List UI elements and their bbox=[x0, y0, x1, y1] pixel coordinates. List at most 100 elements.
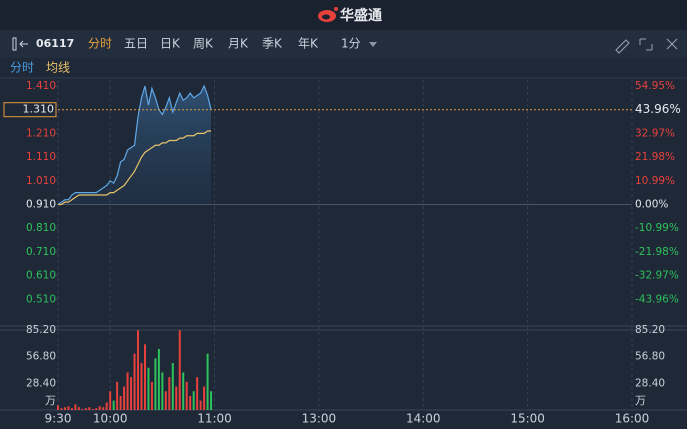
y2-tick-label: 21.98% bbox=[635, 151, 675, 163]
y2-tick-label: -43.96% bbox=[635, 293, 679, 305]
last-price-box bbox=[3, 102, 57, 118]
header-bar bbox=[0, 0, 687, 30]
period-tab[interactable]: 年K bbox=[298, 37, 319, 51]
volume-bar bbox=[95, 408, 98, 410]
y-tick-label: 0.810 bbox=[26, 222, 56, 234]
period-tab[interactable]: 五日 bbox=[124, 37, 148, 51]
volume-bar bbox=[175, 386, 178, 410]
legend-entry[interactable]: 分时 bbox=[10, 61, 34, 75]
tool-icons[interactable] bbox=[615, 38, 678, 54]
volume-tick-label: 56.80 bbox=[26, 351, 56, 363]
series-line bbox=[58, 130, 212, 206]
x-tick-label: 10:00 bbox=[93, 412, 128, 426]
volume-bar bbox=[84, 408, 87, 410]
y-tick-label: 0.710 bbox=[26, 246, 56, 258]
last-price-label: 1.310 bbox=[23, 103, 55, 116]
volume-tick-label: 28.40 bbox=[26, 377, 56, 389]
volume-bar bbox=[206, 353, 209, 410]
last-change-label: 43.96% bbox=[635, 102, 681, 116]
volume-bar bbox=[123, 386, 126, 410]
x-tick-label: 14:00 bbox=[406, 412, 441, 426]
y-tick-label: 1.010 bbox=[26, 175, 56, 187]
period-tab[interactable]: 分时 bbox=[88, 37, 112, 51]
period-tab[interactable]: 季K bbox=[262, 37, 283, 51]
volume-bar bbox=[137, 330, 140, 410]
volume-bar bbox=[143, 344, 146, 410]
y2-tick-label: 10.99% bbox=[635, 175, 675, 187]
price-area bbox=[58, 86, 212, 205]
interval-select[interactable]: 1分 bbox=[341, 37, 361, 51]
volume-unit: 万 bbox=[635, 394, 646, 407]
volume-bar bbox=[185, 381, 188, 410]
volume-bar bbox=[192, 391, 195, 410]
header-title: 华盛通 bbox=[340, 7, 382, 24]
volume-bar bbox=[210, 391, 213, 410]
volume-bar bbox=[88, 407, 91, 410]
volume-bar bbox=[154, 358, 157, 410]
volume-tick-label: 85.20 bbox=[26, 324, 56, 336]
volume-bar bbox=[81, 409, 84, 410]
x-tick-label: 9:30 bbox=[45, 412, 72, 426]
y2-tick-label: 32.97% bbox=[635, 127, 675, 139]
logo bbox=[318, 7, 338, 22]
x-tick-label: 15:00 bbox=[510, 412, 545, 426]
volume-bar bbox=[196, 377, 199, 410]
volume-bar bbox=[67, 406, 70, 410]
period-tab[interactable]: 周K bbox=[193, 37, 214, 51]
volume-bar bbox=[133, 353, 136, 410]
volume-bar bbox=[189, 395, 192, 410]
x-tick-label: 16:00 bbox=[615, 412, 650, 426]
volume-bar bbox=[164, 391, 167, 410]
y2-tick-label: 0.00% bbox=[635, 199, 668, 211]
volume-unit: 万 bbox=[45, 394, 56, 407]
y2-tick-label: 54.95% bbox=[635, 80, 675, 92]
y2-tick-label: -10.99% bbox=[635, 222, 679, 234]
x-tick-label: 11:00 bbox=[197, 412, 232, 426]
volume-bar bbox=[116, 381, 119, 410]
legend-entry[interactable]: 均线 bbox=[46, 61, 70, 75]
volume-tick-label: 56.80 bbox=[635, 351, 665, 363]
volume-bar bbox=[109, 391, 112, 410]
period-tab[interactable]: 月K bbox=[228, 37, 249, 51]
volume-bar bbox=[112, 400, 115, 410]
y-tick-label: 0.610 bbox=[26, 270, 56, 282]
volume-bar bbox=[119, 395, 122, 410]
volume-bar bbox=[150, 381, 153, 410]
volume-bar bbox=[63, 407, 66, 410]
volume-bar bbox=[157, 348, 160, 410]
volume-bar bbox=[182, 372, 185, 410]
y-tick-label: 0.910 bbox=[26, 199, 56, 211]
y-tick-label: 0.510 bbox=[26, 293, 56, 305]
volume-bar bbox=[203, 386, 206, 410]
volume-tick-label: 28.40 bbox=[635, 377, 665, 389]
volume-bar bbox=[147, 367, 150, 410]
period-tab[interactable]: 日K bbox=[160, 37, 181, 51]
stock-code: 06117 bbox=[36, 37, 74, 50]
volume-bar bbox=[60, 408, 63, 410]
y-tick-label: 1.410 bbox=[26, 80, 56, 92]
x-tick-label: 13:00 bbox=[302, 412, 337, 426]
volume-tick-label: 85.20 bbox=[635, 324, 665, 336]
series-line bbox=[57, 84, 212, 205]
dropdown-arrow[interactable] bbox=[369, 42, 377, 47]
volume-bar bbox=[130, 377, 133, 410]
volume-bar bbox=[178, 330, 181, 410]
volume-bar bbox=[168, 377, 171, 410]
subtab-bar bbox=[0, 58, 687, 78]
toolbar bbox=[0, 30, 687, 58]
volume-bar bbox=[140, 363, 143, 410]
y-tick-label: 1.210 bbox=[26, 127, 56, 139]
back-icon[interactable] bbox=[12, 37, 28, 51]
volume-bar bbox=[161, 372, 164, 410]
volume-bar bbox=[102, 407, 105, 410]
volume-bar bbox=[77, 407, 80, 410]
volume-bar bbox=[57, 405, 59, 410]
volume-bar bbox=[105, 402, 108, 410]
volume-bar bbox=[199, 400, 202, 410]
y-tick-label: 1.110 bbox=[26, 151, 56, 163]
volume-bar bbox=[126, 372, 129, 410]
y2-tick-label: -21.98% bbox=[635, 246, 679, 258]
volume-bar bbox=[98, 406, 101, 410]
